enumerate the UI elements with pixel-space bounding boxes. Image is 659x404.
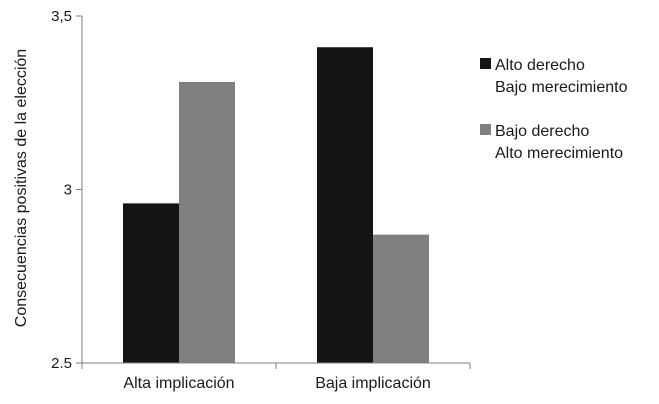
legend-label-1-line-2: Bajo merecimiento <box>495 79 628 96</box>
legend-swatch-1 <box>480 58 491 69</box>
y-tick-label: 2.5 <box>51 355 72 372</box>
bar-2-1 <box>179 81 235 364</box>
legend-swatch-2 <box>480 124 491 135</box>
y-axis-title: Consecuencias positivas de la elección <box>13 49 30 327</box>
legend: Alto derecho Bajo merecimiento Bajo derech… <box>480 57 628 162</box>
axis-labels: Alta implicación Baja implicación 2.5 3 3,5 <box>51 8 431 392</box>
bar-1-2 <box>317 47 373 363</box>
bar-2-2 <box>373 234 429 363</box>
legend-label-2-line-1: Bajo derecho <box>495 123 589 140</box>
y-tick-label: 3,5 <box>51 8 72 25</box>
y-tick-label: 3 <box>64 182 72 199</box>
legend-label-1-line-1: Alto derecho <box>495 57 585 74</box>
x-tick-label: Baja implicación <box>315 375 431 392</box>
axes <box>76 15 471 369</box>
legend-label-2-line-2: Alto merecimiento <box>495 145 623 162</box>
x-tick-label: Alta implicación <box>123 375 234 392</box>
bar-1-1 <box>123 203 179 363</box>
bars <box>123 47 429 364</box>
